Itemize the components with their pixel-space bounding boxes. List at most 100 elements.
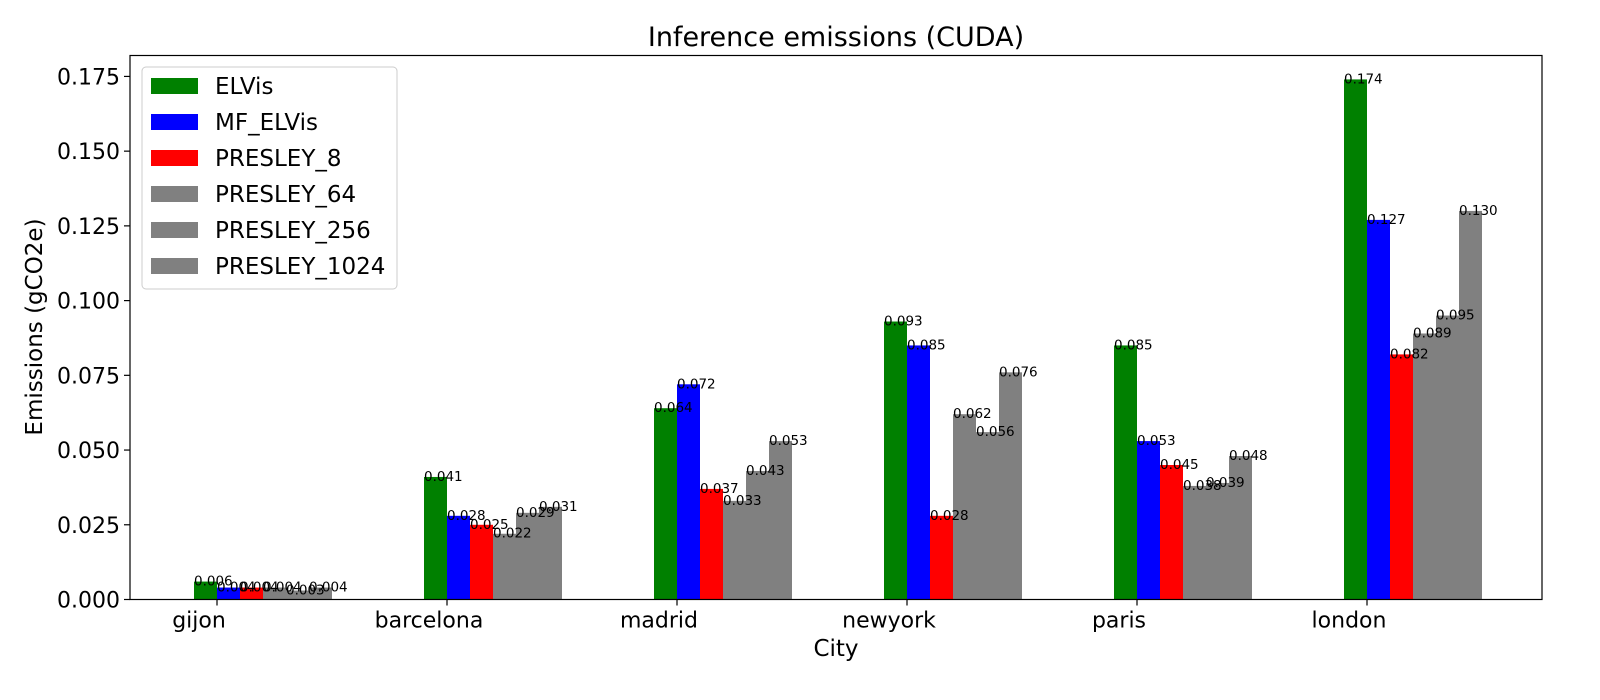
legend-swatch: [151, 150, 198, 166]
y-tick-label: 0.050: [57, 439, 120, 464]
bar-elvis-barcelona: [424, 476, 447, 600]
bar-value-label: 0.031: [539, 499, 578, 515]
bar-mf-elvis-newyork: [907, 345, 930, 600]
bar-presley-1024-london: [1459, 210, 1482, 600]
bar-presley-64-london: [1413, 333, 1436, 600]
bar-elvis-paris: [1114, 345, 1137, 600]
bar-value-label: 0.085: [907, 337, 946, 353]
bar-value-label: 0.053: [1137, 433, 1176, 449]
legend-swatch: [151, 114, 198, 130]
bar-presley-8-barcelona: [470, 524, 493, 600]
bar-value-label: 0.043: [746, 463, 785, 479]
bar-presley-64-paris: [1183, 485, 1206, 600]
legend: ELVis MF_ELVis PRESLEY_8 PRESLEY_64 PRESLEY_…: [141, 66, 398, 290]
bar-value-label: 0.029: [516, 505, 555, 521]
y-tick-label: 0.025: [57, 514, 120, 539]
bar-value-label: 0.033: [723, 493, 762, 509]
bar-presley-8-gijon: [240, 587, 263, 600]
bar-value-label: 0.089: [1413, 325, 1452, 341]
legend-label: PRESLEY_64: [215, 182, 356, 208]
y-tick-label: 0.100: [57, 290, 120, 315]
bar-presley-1024-gijon: [309, 587, 332, 600]
bar-presley-1024-madrid: [769, 441, 792, 600]
y-tick-label: 0.075: [57, 364, 120, 389]
bar-mf-elvis-paris: [1137, 441, 1160, 600]
bar-elvis-madrid: [654, 408, 677, 600]
bar-value-label: 0.082: [1390, 346, 1429, 362]
legend-label: PRESLEY_256: [215, 218, 371, 244]
bar-value-label: 0.038: [1183, 478, 1222, 494]
y-tick-label: 0.150: [57, 140, 120, 165]
bar-value-label: 0.041: [424, 469, 463, 485]
bar-presley-256-paris: [1206, 482, 1229, 600]
bar-presley-64-barcelona: [493, 533, 516, 600]
bar-presley-1024-barcelona: [539, 506, 562, 600]
legend-swatch: [151, 186, 198, 202]
bar-value-label: 0.004: [309, 580, 348, 596]
bar-mf-elvis-gijon: [217, 587, 240, 600]
bar-value-label: 0.130: [1459, 203, 1498, 219]
bar-value-label: 0.022: [493, 526, 532, 542]
bar-presley-1024-newyork: [999, 372, 1022, 600]
bar-mf-elvis-london: [1367, 219, 1390, 600]
y-axis: 0.000 0.025 0.050 0.075 0.100 0.125 0.150 0.175: [57, 65, 130, 614]
legend-label: MF_ELVis: [215, 110, 318, 136]
legend-label: ELVis: [215, 74, 273, 100]
bar-presley-8-newyork: [930, 515, 953, 600]
bars-layer: [194, 79, 1482, 600]
bar-presley-256-newyork: [976, 432, 999, 600]
bar-value-label: 0.076: [999, 364, 1038, 380]
bar-presley-256-london: [1436, 315, 1459, 600]
bar-presley-8-london: [1390, 354, 1413, 600]
bar-presley-64-madrid: [723, 500, 746, 600]
bar-value-label: 0.039: [1206, 475, 1245, 491]
bar-value-label: 0.045: [1160, 457, 1199, 473]
bar-elvis-london: [1344, 79, 1367, 600]
bar-elvis-newyork: [884, 321, 907, 600]
bar-value-label: 0.085: [1114, 337, 1153, 353]
x-tick-label: london: [1312, 609, 1387, 634]
x-tick-label: barcelona: [375, 609, 484, 634]
bar-presley-1024-paris: [1229, 456, 1252, 600]
bar-value-label: 0.072: [677, 376, 716, 392]
legend-swatch: [151, 222, 198, 238]
x-axis: gijon barcelona madrid newyork paris london: [172, 599, 1387, 634]
bar-value-label: 0.095: [1436, 308, 1475, 324]
bar-presley-8-madrid: [700, 488, 723, 600]
bar-value-label: 0.004: [217, 580, 256, 596]
bar-value-label: 0.174: [1344, 71, 1383, 87]
bar-value-label: 0.004: [263, 580, 302, 596]
x-tick-label: madrid: [620, 609, 698, 634]
y-axis-title: Emissions (gCO2e): [22, 218, 48, 435]
legend-label: PRESLEY_1024: [215, 254, 385, 280]
bar-presley-8-paris: [1160, 464, 1183, 600]
legend-swatch: [151, 258, 198, 274]
bar-mf-elvis-madrid: [677, 384, 700, 600]
bar-value-label: 0.006: [194, 574, 233, 590]
bar-mf-elvis-barcelona: [447, 515, 470, 600]
chart-title: Inference emissions (CUDA): [648, 22, 1024, 53]
bar-value-label: 0.056: [976, 424, 1015, 440]
plot-frame: [129, 54, 1543, 601]
y-tick-label: 0.000: [57, 589, 120, 614]
x-tick-label: newyork: [842, 609, 936, 634]
bar-value-label: 0.037: [700, 481, 739, 497]
bar-value-label: 0.127: [1367, 212, 1406, 228]
legend-label: PRESLEY_8: [215, 146, 342, 172]
bar-value-label: 0.004: [240, 580, 279, 596]
bar-presley-64-newyork: [953, 414, 976, 600]
bar-presley-256-gijon: [286, 590, 309, 600]
bar-presley-256-barcelona: [516, 512, 539, 600]
bar-value-label: 0.048: [1229, 448, 1268, 464]
x-tick-label: gijon: [172, 609, 226, 634]
bar-value-label: 0.028: [930, 508, 969, 524]
bar-value-label: 0.062: [953, 406, 992, 422]
legend-box: [141, 66, 398, 290]
bar-value-label: 0.025: [470, 517, 509, 533]
bar-value-label: 0.003: [286, 583, 325, 599]
legend-swatch: [151, 78, 198, 94]
bar-presley-256-madrid: [746, 470, 769, 600]
x-axis-title: City: [813, 636, 858, 662]
y-tick-label: 0.175: [57, 65, 120, 90]
